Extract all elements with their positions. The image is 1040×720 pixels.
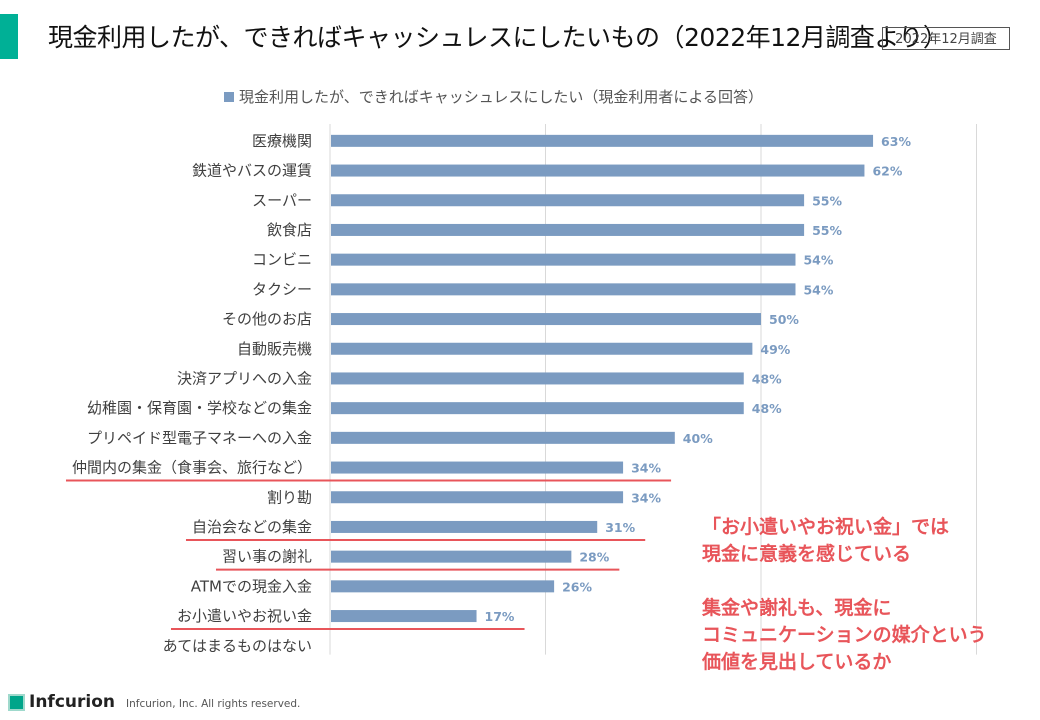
category-label: その他のお店 xyxy=(222,310,312,328)
bar xyxy=(331,194,805,207)
annotation-line: 現金に意義を感じている xyxy=(702,543,912,565)
category-label: ATMでの現金入金 xyxy=(191,577,312,595)
value-label: 17% xyxy=(485,609,515,624)
annotation-line: 「お小遣いやお祝い金」では xyxy=(702,516,950,538)
brand-name: Infcurion xyxy=(29,692,115,712)
legend-swatch xyxy=(224,91,234,102)
category-label: 自治会などの集金 xyxy=(192,518,312,536)
category-label: 仲間内の集金（食事会、旅行など） xyxy=(72,459,312,477)
category-label: タクシー xyxy=(252,280,312,298)
category-label: 割り勘 xyxy=(267,488,312,506)
bar xyxy=(331,550,572,563)
copyright: Infcurion, Inc. All rights reserved. xyxy=(126,698,301,710)
bar xyxy=(331,402,744,415)
value-label: 28% xyxy=(579,550,609,565)
bar xyxy=(331,313,761,326)
bar xyxy=(331,342,753,355)
bar xyxy=(331,431,675,444)
bar xyxy=(331,134,874,147)
brand-logo: Infcurion xyxy=(8,692,115,712)
value-label: 62% xyxy=(872,164,902,179)
bar xyxy=(331,461,624,474)
category-label: お小遣いやお祝い金 xyxy=(177,607,312,625)
category-label: 自動販売機 xyxy=(237,340,312,358)
annotation-line: コミュニケーションの媒介という xyxy=(702,624,987,646)
annotation-line: 価値を見出しているか xyxy=(702,651,892,673)
bar xyxy=(331,164,865,177)
value-label: 48% xyxy=(752,371,782,386)
bar xyxy=(331,580,555,593)
category-label: プリペイド型電子マネーへの入金 xyxy=(87,429,312,447)
value-label: 50% xyxy=(769,312,799,327)
title-accent-bar xyxy=(0,14,18,59)
category-label: 医療機関 xyxy=(252,132,312,150)
value-label: 55% xyxy=(812,193,842,208)
bar xyxy=(331,253,796,266)
category-label: 鉄道やバスの運賃 xyxy=(192,162,312,180)
annotation-line: 集金や謝礼も、現金に xyxy=(702,597,892,619)
value-label: 31% xyxy=(605,520,635,535)
category-label: 飲食店 xyxy=(267,221,312,239)
value-label: 63% xyxy=(881,134,911,149)
legend-label: 現金利用したが、できればキャッシュレスにしたい（現金利用者による回答） xyxy=(239,88,763,106)
value-label: 55% xyxy=(812,223,842,238)
category-label: コンビニ xyxy=(252,251,312,269)
bar xyxy=(331,223,805,236)
value-label: 48% xyxy=(752,401,782,416)
bar xyxy=(331,520,598,533)
page-title: 現金利用したが、できればキャッシュレスにしたいもの（2022年12月調査より） xyxy=(48,23,948,52)
date-badge: 2022年12月調査 xyxy=(882,27,1010,50)
category-label: 習い事の謝礼 xyxy=(222,548,312,566)
bar xyxy=(331,491,624,504)
chart-legend: 現金利用したが、できればキャッシュレスにしたい（現金利用者による回答） xyxy=(224,86,763,107)
value-label: 54% xyxy=(803,253,833,268)
bar xyxy=(331,283,796,296)
logo-mark-icon xyxy=(8,693,25,711)
value-label: 26% xyxy=(562,579,592,594)
category-label: スーパー xyxy=(252,191,312,209)
value-label: 54% xyxy=(803,282,833,297)
value-label: 34% xyxy=(631,461,661,476)
value-label: 40% xyxy=(683,431,713,446)
bar xyxy=(331,610,477,623)
value-label: 49% xyxy=(760,342,790,357)
category-label: 決済アプリへの入金 xyxy=(177,369,312,387)
annotation-callout: 「お小遣いやお祝い金」では 現金に意義を感じている 集金や謝礼も、現金に コミュ… xyxy=(702,514,987,676)
category-label: あてはまるものはない xyxy=(163,637,312,655)
value-label: 34% xyxy=(631,490,661,505)
bar xyxy=(331,372,744,385)
category-label: 幼稚園・保育園・学校などの集金 xyxy=(87,399,312,417)
